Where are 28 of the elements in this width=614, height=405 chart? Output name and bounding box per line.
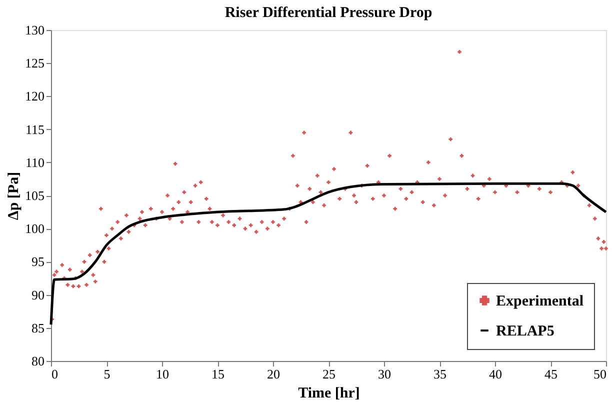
y-tick-label: 100: [25, 221, 44, 236]
y-tick-label: 95: [32, 254, 44, 270]
y-tick-label: 110: [25, 154, 44, 170]
y-tick-label: 85: [32, 320, 44, 336]
x-tick-label: 5: [104, 366, 110, 382]
y-tick-label: 115: [25, 122, 44, 137]
y-tick-label: 130: [25, 22, 44, 38]
y-axis-title: Δp [Pa]: [6, 172, 22, 220]
x-tick-label: 15: [212, 366, 224, 382]
x-tick-label: 25: [322, 366, 336, 382]
legend-label: RELAP5: [496, 324, 554, 340]
chart-title: Riser Differential Pressure Drop: [224, 5, 432, 21]
x-tick-label: 35: [434, 366, 446, 382]
x-tick-label: 45: [544, 366, 558, 382]
x-tick-label: 10: [156, 366, 169, 382]
y-tick-label: 80: [32, 354, 44, 368]
x-tick-label: 0: [52, 366, 58, 382]
x-tick-label: 30: [378, 366, 391, 382]
legend-label: Experimental: [496, 294, 584, 310]
x-tick-label: 40: [489, 366, 502, 382]
line-series: [50, 182, 608, 326]
y-tick-label: 120: [25, 88, 44, 104]
x-tick-label: 50: [594, 366, 606, 382]
x-tick-label: 20: [267, 366, 280, 382]
y-tick-label: 90: [32, 287, 44, 302]
x-axis-title: Time [hr]: [298, 386, 360, 402]
y-tick-label: 105: [25, 188, 44, 203]
y-tick-label: 125: [25, 56, 44, 71]
